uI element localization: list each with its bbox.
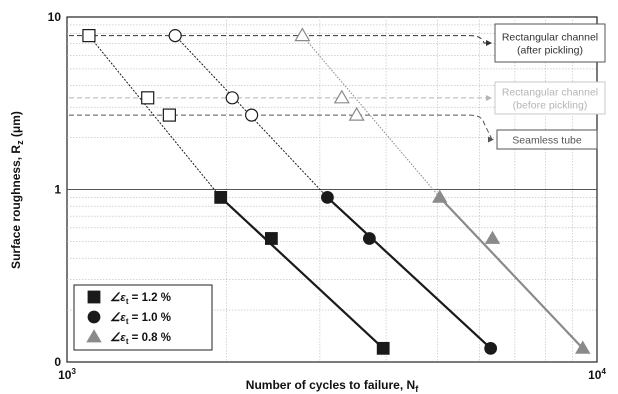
data-point-filled: [484, 230, 501, 244]
annotation-text: Rectangular channel: [502, 32, 598, 44]
data-point-filled: [321, 190, 334, 204]
annotation-box: [494, 81, 606, 115]
data-point-open: [294, 27, 311, 42]
data-point-open: [333, 89, 350, 104]
data-point-filled: [575, 340, 591, 354]
legend-marker: [87, 290, 101, 304]
legend-entry: ∠εt = 1.2 %: [110, 292, 171, 306]
annotation-text: Rectangular channel: [502, 87, 598, 99]
trend-line-fitted: [219, 196, 384, 350]
data-markers: [82, 27, 591, 355]
legend: ∠εt = 1.2 % ∠εt = 1.0 % ∠εt = 0.8 %: [73, 284, 213, 351]
annotation-box: [494, 23, 606, 63]
y-axis-label: Surface roughness, Rz (μm): [9, 111, 25, 269]
annotation-text: Seamless tube: [512, 135, 582, 147]
data-point-open: [245, 108, 259, 122]
legend-entry: ∠εt = 0.8 %: [110, 332, 171, 346]
data-point-open: [162, 108, 176, 122]
annotation-text: (after pickling): [517, 45, 583, 57]
reference-line: [69, 35, 490, 44]
data-point-filled: [214, 190, 228, 204]
legend-entry: ∠εt = 1.0 %: [110, 312, 171, 326]
data-point-open: [82, 29, 96, 43]
data-point-filled: [376, 341, 390, 355]
data-point-filled: [362, 232, 376, 245]
x-tick-label: 104: [588, 367, 606, 382]
legend-marker: [86, 329, 102, 343]
x-axis-label: Number of cycles to failure, Nf: [246, 378, 419, 394]
trend-line-fitted: [438, 196, 584, 350]
y-tick-label: 10: [48, 10, 62, 24]
data-point-filled: [484, 341, 498, 355]
x-tick-label: 103: [58, 367, 76, 382]
reference-lines: [69, 35, 494, 143]
annotation-box: [496, 129, 598, 150]
annotation-text: (before pickling): [513, 100, 588, 112]
data-point-open: [141, 91, 155, 105]
data-point-filled: [432, 189, 448, 203]
trend-line-fitted: [326, 196, 492, 350]
legend-marker: [87, 310, 101, 324]
data-point-open: [225, 91, 239, 105]
y-tick-label: 0: [54, 355, 61, 369]
y-tick-label: 1: [54, 183, 61, 197]
arrow-head-icon: [486, 40, 492, 46]
trend-lines: [88, 35, 584, 350]
trend-line-extrapolated: [301, 35, 441, 198]
data-point-open: [348, 106, 365, 121]
data-point-filled: [264, 232, 278, 245]
data-point-open: [168, 29, 182, 43]
reference-line: [69, 114, 493, 140]
arrow-head-icon: [486, 95, 492, 101]
annotations: Rectangular channel(after pickling)Recta…: [494, 23, 606, 150]
arrow-head-icon: [488, 136, 494, 143]
